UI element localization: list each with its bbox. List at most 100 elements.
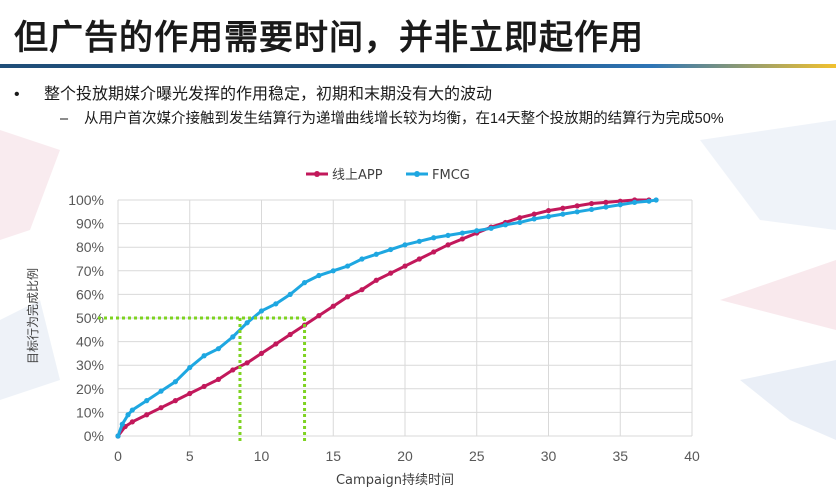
series-point — [158, 388, 164, 394]
bullet-2-text: 从用户首次媒介接触到发生结算行为递增曲线增长较为均衡，在14天整个投放期的结算行… — [84, 111, 724, 127]
series-point — [459, 236, 465, 242]
x-tick-label: 0 — [114, 448, 122, 464]
series-point — [201, 353, 207, 359]
series-point — [388, 270, 394, 276]
series-point — [474, 228, 480, 234]
series-point — [632, 199, 638, 205]
y-axis-label: 目标行为完成比例 — [25, 268, 40, 364]
x-tick-label: 10 — [254, 448, 270, 464]
series-point — [574, 209, 580, 215]
y-tick-label: 60% — [76, 286, 104, 302]
series-point — [119, 421, 125, 427]
series-point — [129, 407, 135, 413]
series-point — [287, 291, 293, 297]
series-point — [316, 272, 322, 279]
x-tick-label: 5 — [186, 448, 194, 464]
series-point — [144, 398, 150, 404]
series-point — [316, 313, 322, 319]
series-point — [273, 301, 279, 307]
series-point — [215, 376, 222, 382]
series-point — [617, 202, 623, 208]
series-point — [531, 216, 537, 222]
x-tick-label: 40 — [684, 448, 700, 464]
series-point — [187, 390, 193, 397]
x-tick-label: 15 — [325, 448, 341, 464]
bullet-1-text: 整个投放期媒介曝光发挥的作用稳定，初期和末期没有大的波动 — [44, 86, 493, 103]
x-tick-label: 30 — [541, 448, 557, 464]
series-point — [431, 235, 437, 241]
series-point — [144, 412, 150, 418]
series-point — [258, 308, 265, 314]
series-point — [560, 211, 566, 217]
series-point — [330, 268, 336, 274]
series-point — [502, 222, 509, 228]
slide-title: 但广告的作用需要时间，并非立即起作用 — [14, 18, 644, 58]
series-point — [545, 208, 552, 214]
series-point — [230, 367, 236, 373]
x-tick-label: 20 — [397, 448, 413, 464]
y-tick-label: 0% — [84, 428, 104, 444]
series-point — [172, 379, 178, 385]
series-point — [588, 206, 595, 213]
legend-label: 线上APP — [332, 168, 383, 183]
y-tick-label: 80% — [76, 239, 104, 255]
series-point — [431, 249, 437, 255]
series-point — [158, 405, 164, 411]
series-point — [359, 256, 365, 262]
series-point — [287, 331, 293, 338]
series-point — [258, 350, 265, 356]
series-point — [488, 225, 494, 231]
y-tick-label: 50% — [76, 310, 104, 326]
series-point — [373, 277, 379, 283]
sub-bullet-marker: – — [60, 111, 69, 127]
series-point — [172, 398, 178, 404]
bullet-level-2: – 从用户首次媒介接触到发生结算行为递增曲线增长较为均衡，在14天整个投放期的结算… — [60, 107, 724, 128]
series-point — [402, 263, 408, 269]
series-point — [588, 200, 595, 207]
series-point — [244, 360, 250, 366]
x-tick-label: 25 — [469, 448, 485, 464]
y-tick-label: 40% — [76, 334, 104, 350]
series-point — [273, 341, 279, 347]
title-underline — [0, 64, 836, 68]
series-point — [574, 203, 580, 209]
x-tick-label: 35 — [612, 448, 628, 464]
series-point — [215, 346, 222, 352]
x-axis-label: Campaign持续时间 — [336, 473, 454, 488]
series-point — [388, 246, 394, 253]
series-point — [187, 364, 193, 371]
series-point — [115, 433, 121, 439]
series-point — [646, 198, 652, 204]
y-tick-label: 20% — [76, 381, 104, 397]
series-point — [373, 251, 379, 257]
legend-swatch-point — [414, 171, 420, 177]
series-point — [416, 256, 422, 262]
bullet-level-1: • 整个投放期媒介曝光发挥的作用稳定，初期和末期没有大的波动 — [14, 80, 492, 104]
series-point — [129, 419, 135, 425]
legend-label: FMCG — [432, 168, 470, 183]
series-point — [416, 238, 422, 244]
series-point — [359, 287, 365, 293]
y-tick-label: 70% — [76, 263, 104, 279]
y-tick-label: 90% — [76, 216, 104, 232]
series-point — [531, 211, 537, 217]
bullet-marker: • — [14, 86, 20, 103]
series-point — [603, 199, 609, 205]
series-point — [445, 232, 451, 238]
series-point — [345, 294, 351, 300]
y-tick-label: 10% — [76, 404, 104, 420]
series-point — [345, 263, 351, 269]
series-point — [244, 320, 250, 326]
series-point — [230, 334, 236, 340]
series-point — [125, 412, 131, 418]
series-point — [517, 219, 523, 226]
series-point — [545, 213, 552, 220]
series-point — [560, 205, 566, 211]
series-point — [517, 215, 523, 221]
series-point — [603, 204, 609, 210]
series-point — [459, 230, 465, 236]
series-point — [301, 280, 308, 286]
legend-swatch-point — [314, 171, 320, 177]
series-point — [445, 242, 451, 248]
